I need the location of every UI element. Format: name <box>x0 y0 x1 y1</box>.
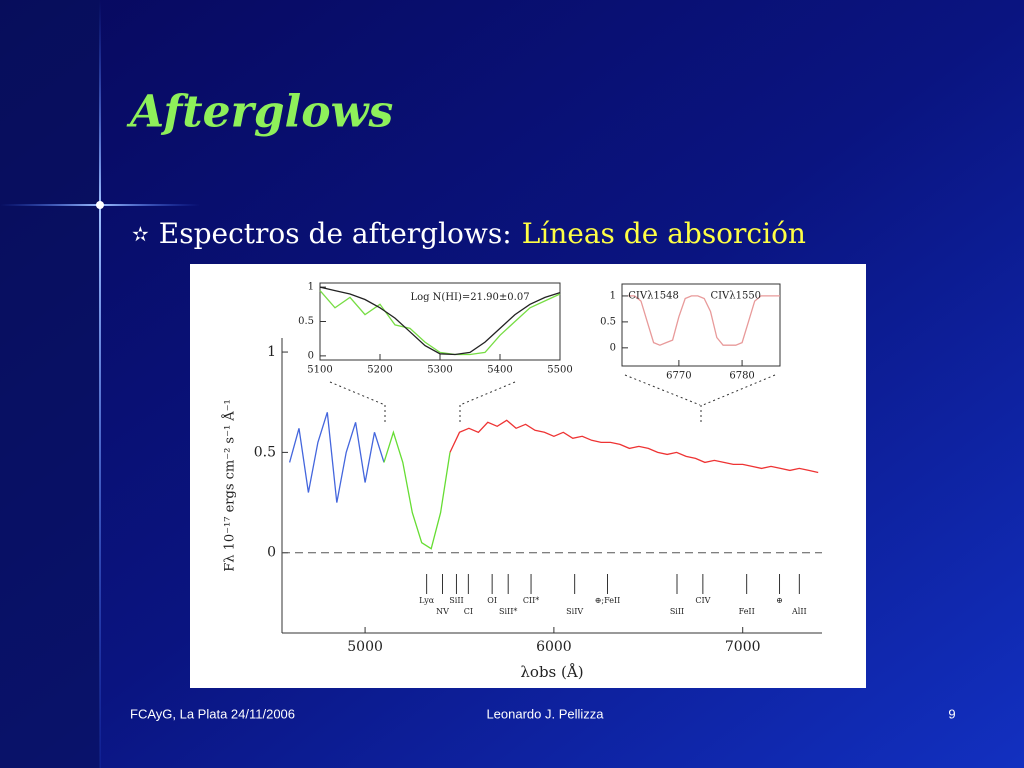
x-tick-label: 6780 <box>729 371 754 382</box>
series-line <box>628 295 780 346</box>
bullet-marker: ✫ <box>132 222 149 246</box>
y-tick-label: 1 <box>308 282 314 293</box>
line-id-label: SiIV <box>566 607 583 616</box>
flare-core <box>96 201 104 209</box>
x-tick-label: 6000 <box>536 639 572 655</box>
series-line <box>319 286 561 356</box>
y-axis-label: Fλ 10⁻¹⁷ ergs cm⁻² s⁻¹ Å⁻¹ <box>222 399 238 572</box>
flare-v <box>99 0 101 768</box>
x-tick-label: 6770 <box>666 371 691 382</box>
bullet-text: Espectros de afterglows: <box>159 217 512 250</box>
y-tick-label: 0 <box>610 342 616 353</box>
y-tick-label: 0 <box>308 350 314 361</box>
x-tick-label: 5200 <box>367 365 392 376</box>
bullet: ✫ Espectros de afterglows: Líneas de absor… <box>132 217 806 250</box>
y-tick-label: 0.5 <box>600 316 616 327</box>
x-axis-label: λobs (Å) <box>520 663 583 681</box>
line-id-label: ⊕;FeII <box>595 596 621 605</box>
line-id-label: ⊕ <box>776 596 783 605</box>
line-id-label: SiII* <box>499 607 517 616</box>
x-tick-label: 5500 <box>547 365 572 376</box>
left-band <box>0 0 100 768</box>
annotation: Log N(HI)=21.90±0.07 <box>410 292 529 303</box>
series-line <box>288 412 385 503</box>
x-tick-label: 5000 <box>347 639 383 655</box>
line-id-label: SiII <box>670 607 684 616</box>
annotation: CIVλ1548 <box>628 290 679 301</box>
y-tick-label: 1 <box>610 290 616 301</box>
line-id-label: NV <box>436 607 449 616</box>
line-id-label: CII* <box>523 596 539 605</box>
x-tick-label: 7000 <box>725 639 761 655</box>
line-id-label: OI <box>487 596 497 605</box>
series-line <box>319 290 561 356</box>
x-tick-label: 5300 <box>427 365 452 376</box>
bullet-emphasis: Líneas de absorción <box>522 217 806 250</box>
line-id-label: Lyα <box>419 596 435 605</box>
x-tick-label: 5100 <box>307 365 332 376</box>
line-id-label: CIV <box>695 596 710 605</box>
y-tick-label: 0.5 <box>298 316 314 327</box>
y-tick-label: 1 <box>267 344 276 360</box>
plot-frame <box>621 283 781 367</box>
line-id-label: CI <box>464 607 473 616</box>
series-line <box>383 430 451 550</box>
line-id-label: FeII <box>739 607 755 616</box>
line-id-label: AlII <box>791 607 807 616</box>
footer-right: 9 <box>948 706 955 721</box>
footer-center: Leonardo J. Pellizza <box>486 706 604 721</box>
line-id-label: SiII <box>449 596 463 605</box>
annotation: CIVλ1550 <box>710 290 761 301</box>
slide-title: Afterglows <box>126 87 393 138</box>
footer-left: FCAyG, La Plata 24/11/2006 <box>130 706 295 721</box>
series-line <box>449 419 819 474</box>
y-tick-label: 0.5 <box>254 444 276 460</box>
y-tick-label: 0 <box>267 545 276 561</box>
zoom-connectors <box>329 374 776 425</box>
x-tick-label: 5400 <box>487 365 512 376</box>
figure-panel <box>190 264 866 688</box>
